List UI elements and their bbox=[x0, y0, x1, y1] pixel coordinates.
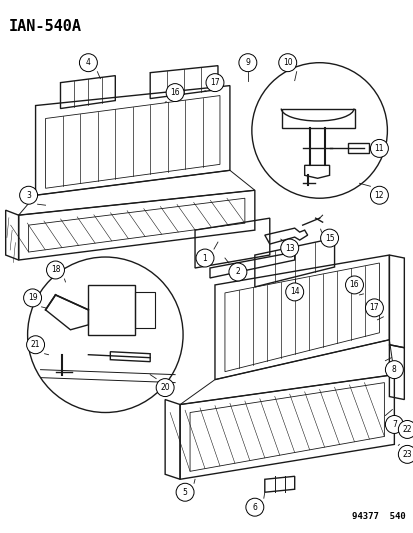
Circle shape bbox=[285, 283, 303, 301]
Circle shape bbox=[19, 186, 38, 204]
Text: 14: 14 bbox=[289, 287, 299, 296]
Text: 13: 13 bbox=[284, 244, 294, 253]
Text: 23: 23 bbox=[401, 450, 411, 459]
Circle shape bbox=[24, 289, 41, 307]
Text: 18: 18 bbox=[51, 265, 60, 274]
Circle shape bbox=[228, 263, 246, 281]
Text: 5: 5 bbox=[182, 488, 187, 497]
Circle shape bbox=[345, 276, 363, 294]
Text: 20: 20 bbox=[160, 383, 170, 392]
Text: 8: 8 bbox=[391, 365, 396, 374]
Circle shape bbox=[251, 63, 387, 198]
Circle shape bbox=[46, 261, 64, 279]
Circle shape bbox=[370, 186, 387, 204]
Circle shape bbox=[26, 336, 45, 354]
Circle shape bbox=[79, 54, 97, 71]
Circle shape bbox=[245, 498, 263, 516]
Circle shape bbox=[166, 84, 184, 102]
Circle shape bbox=[238, 54, 256, 71]
Text: 19: 19 bbox=[28, 293, 37, 302]
Circle shape bbox=[370, 140, 387, 157]
Text: 9: 9 bbox=[245, 58, 250, 67]
Text: 16: 16 bbox=[170, 88, 180, 97]
Text: 17: 17 bbox=[210, 78, 219, 87]
Circle shape bbox=[397, 421, 413, 439]
Circle shape bbox=[365, 299, 382, 317]
Text: 2: 2 bbox=[235, 268, 240, 277]
Text: 11: 11 bbox=[374, 144, 383, 153]
Text: 3: 3 bbox=[26, 191, 31, 200]
Circle shape bbox=[280, 239, 298, 257]
Text: 1: 1 bbox=[202, 254, 207, 263]
Text: 22: 22 bbox=[401, 425, 411, 434]
Circle shape bbox=[196, 249, 214, 267]
Text: IAN-540A: IAN-540A bbox=[9, 19, 81, 34]
Text: 7: 7 bbox=[391, 420, 396, 429]
Circle shape bbox=[278, 54, 296, 71]
Text: 4: 4 bbox=[86, 58, 90, 67]
Text: 12: 12 bbox=[374, 191, 383, 200]
Circle shape bbox=[320, 229, 338, 247]
Circle shape bbox=[28, 257, 183, 413]
Circle shape bbox=[156, 378, 174, 397]
Circle shape bbox=[397, 446, 413, 463]
Text: 17: 17 bbox=[369, 303, 378, 312]
Text: 16: 16 bbox=[349, 280, 358, 289]
Circle shape bbox=[206, 74, 223, 92]
Text: 6: 6 bbox=[252, 503, 256, 512]
Circle shape bbox=[176, 483, 194, 501]
Circle shape bbox=[385, 416, 402, 433]
Text: 15: 15 bbox=[324, 233, 334, 243]
Text: 10: 10 bbox=[282, 58, 292, 67]
Circle shape bbox=[385, 361, 402, 378]
Text: 94377  540: 94377 540 bbox=[351, 512, 404, 521]
Text: 21: 21 bbox=[31, 340, 40, 349]
